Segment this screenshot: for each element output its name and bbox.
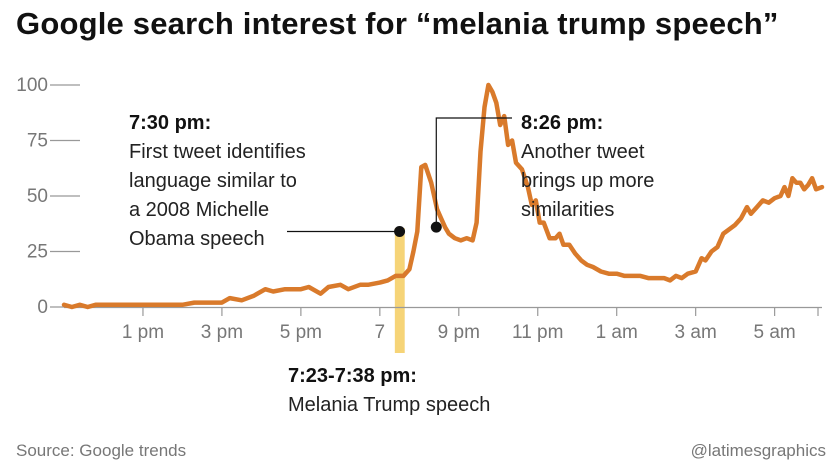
series-layer [61,82,825,310]
x-tick-label: 3 pm [201,322,243,343]
x-tick-label: 3 am [675,322,717,343]
annotation-826pm-leader [435,117,512,228]
annotations-layer: 7:30 pm: First tweet identifies language s… [129,112,654,416]
x-tick-label: 7 [375,322,386,343]
annotation-826pm-marker [430,221,442,233]
annotation-speech-text-line: Melania Trump speech [288,394,490,416]
annotation-speech-time: 7:23-7:38 pm: [288,365,417,387]
annotation-730pm-text-line: a 2008 Michelle [129,199,269,221]
annotation-826pm-time: 8:26 pm: [521,112,603,134]
x-tick-label: 1 am [596,322,638,343]
chart-title: Google search interest for “melania trum… [16,6,779,41]
annotation-826pm-text-line: brings up more [521,170,654,192]
x-tick-label: 9 pm [438,322,480,343]
y-tick-label: 25 [27,242,48,263]
y-tick-label: 0 [37,297,48,318]
y-tick-label: 50 [27,186,48,207]
x-tick-label: 1 pm [122,322,164,343]
annotation-826pm-text-line: Another tweet [521,141,645,163]
x-tick-label: 5 am [754,322,796,343]
search-interest-line [61,82,825,310]
annotation-730pm-text-line: language similar to [129,170,297,192]
speech-time-band [394,228,405,353]
annotation-826pm-text-line: similarities [521,199,614,221]
x-tick-label: 11 pm [512,322,563,343]
source-note: Source: Google trends [16,441,187,460]
speech-highlight-layer [394,228,405,353]
annotation-730pm-text-line: First tweet identifies [129,141,306,163]
axes: 0 25 50 75 100 1 pm 3 pm 5 pm 7 9 pm 11 pm 1 am 3 am… [16,75,822,343]
annotation-730pm-text-line: Obama speech [129,228,265,250]
credit-note: @latimesgraphics [690,441,826,460]
annotation-730pm-marker [394,226,406,238]
y-tick-label: 100 [16,75,48,96]
annotation-730pm-time: 7:30 pm: [129,112,211,134]
x-tick-label: 5 pm [280,322,322,343]
y-tick-label: 75 [27,131,48,152]
